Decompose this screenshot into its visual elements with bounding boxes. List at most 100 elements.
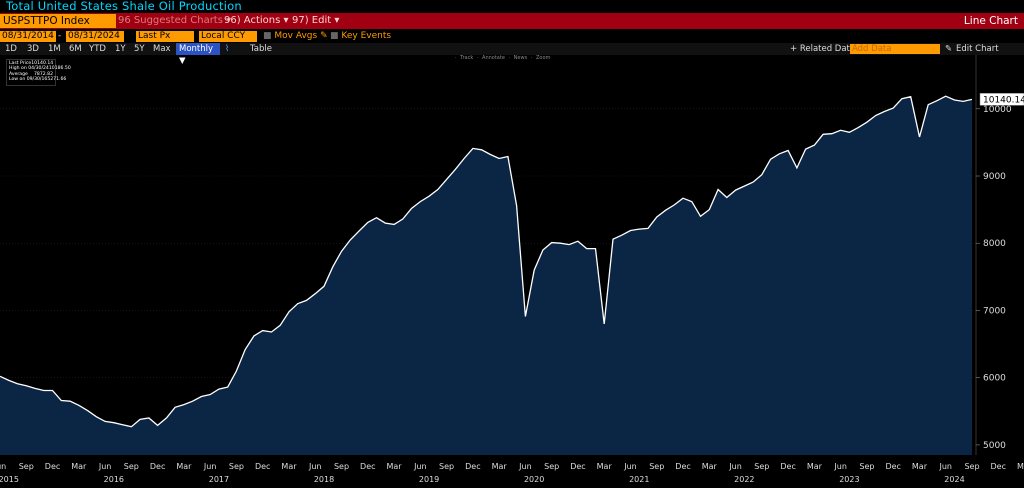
mov-avgs-toggle[interactable]: ■ Mov Avgs ✎ bbox=[263, 31, 328, 42]
x-tick-label: Dec bbox=[991, 462, 1006, 471]
x-year-label: 2022 bbox=[734, 475, 754, 484]
window-title: Total United States Shale Oil Production bbox=[6, 0, 242, 13]
range-max[interactable]: Max bbox=[153, 44, 171, 54]
y-axis: 5000 6000 7000 8000 9000 10000 bbox=[975, 55, 1012, 455]
x-year-label: 2024 bbox=[944, 475, 964, 484]
y-tick-label: 9000 bbox=[983, 172, 1006, 182]
x-year-label: 2017 bbox=[209, 475, 229, 484]
x-tick-label: Sep bbox=[754, 462, 769, 471]
key-events-toggle[interactable]: ■ Key Events bbox=[330, 31, 391, 42]
pencil-icon: ✎ bbox=[945, 44, 953, 54]
x-tick-label: Sep bbox=[19, 462, 34, 471]
x-tick-label: Mar bbox=[597, 462, 613, 471]
x-tick-label: Mar bbox=[492, 462, 508, 471]
suggested-charts-menu[interactable]: 96 Suggested Charts ▾ bbox=[118, 15, 232, 26]
x-tick-label: Jun bbox=[98, 462, 112, 471]
legend-row-last: Last Price 10140.14 bbox=[9, 61, 53, 66]
y-tick-label: 8000 bbox=[983, 239, 1006, 249]
chart-tools[interactable]: · Track · Annotate · News · Zoom bbox=[455, 55, 551, 61]
x-tick-label: Dec bbox=[150, 462, 165, 471]
legend-label: Average bbox=[9, 71, 28, 77]
x-tick-label: Mar bbox=[281, 462, 297, 471]
legend-value: 5271.66 bbox=[47, 76, 67, 82]
table-button[interactable]: Table bbox=[250, 44, 272, 54]
x-tick-label: Mar bbox=[387, 462, 403, 471]
range-1y[interactable]: 1Y bbox=[115, 44, 126, 54]
range-6m[interactable]: 6M bbox=[69, 44, 82, 54]
x-year-label: 2016 bbox=[104, 475, 124, 484]
range-5y[interactable]: 5Y bbox=[134, 44, 145, 54]
series-line bbox=[0, 95, 973, 428]
last-value-label: 10140.14 bbox=[983, 95, 1024, 105]
chart-style-icon[interactable]: ⌇ bbox=[225, 44, 230, 54]
range-ytd[interactable]: YTD bbox=[89, 44, 106, 54]
legend-value: 10140.14 bbox=[31, 61, 54, 66]
x-tick-label: Dec bbox=[780, 462, 795, 471]
x-tick-label: Jun bbox=[0, 462, 6, 471]
range-1m[interactable]: 1M bbox=[48, 44, 61, 54]
legend-value: 7872.82 bbox=[34, 71, 53, 77]
range-3d[interactable]: 3D bbox=[27, 44, 39, 54]
x-tick-label: Jun bbox=[623, 462, 637, 471]
x-tick-label: Mar bbox=[1017, 462, 1024, 471]
key-events-label: Key Events bbox=[341, 31, 392, 41]
legend-label: Low on 09/30/16 bbox=[9, 76, 48, 82]
key-events-checkbox-icon: ■ bbox=[330, 31, 339, 41]
x-tick-label: Mar bbox=[71, 462, 87, 471]
x-tick-label: Dec bbox=[465, 462, 480, 471]
pencil-icon: ✎ bbox=[320, 31, 328, 41]
x-tick-label: Sep bbox=[439, 462, 454, 471]
x-tick-label: Mar bbox=[176, 462, 192, 471]
add-data-input[interactable]: Add Data bbox=[850, 44, 940, 54]
end-date-field[interactable]: 08/31/2024 bbox=[66, 31, 124, 42]
x-tick-label: Jun bbox=[938, 462, 952, 471]
x-tick-label: Mar bbox=[807, 462, 823, 471]
mov-avgs-label: Mov Avgs bbox=[274, 31, 318, 41]
edit-chart-button[interactable]: Edit Chart bbox=[956, 44, 999, 54]
x-tick-label: Jun bbox=[833, 462, 847, 471]
frequency-dropdown[interactable]: Monthly ▼ bbox=[176, 43, 220, 66]
x-tick-label: Dec bbox=[255, 462, 270, 471]
x-tick-label: Sep bbox=[334, 462, 349, 471]
x-tick-label: Dec bbox=[45, 462, 60, 471]
legend-label: Last Price bbox=[9, 61, 32, 66]
mov-avgs-checkbox-icon: ■ bbox=[263, 31, 272, 41]
x-tick-label: Jun bbox=[203, 462, 217, 471]
title-bar: Total United States Shale Oil Production bbox=[0, 0, 1024, 13]
x-tick-label: Sep bbox=[544, 462, 559, 471]
x-year-label: 2023 bbox=[839, 475, 859, 484]
actions-menu[interactable]: 96) Actions ▾ bbox=[224, 15, 289, 26]
ticker-field[interactable]: USPSTTPO Index bbox=[0, 14, 116, 28]
legend-value: 10186.50 bbox=[48, 66, 71, 72]
legend-row-low: Low on 09/30/16 5271.66 bbox=[9, 76, 66, 82]
x-tick-label: Mar bbox=[702, 462, 718, 471]
x-year-label: 2019 bbox=[419, 475, 439, 484]
y-tick-label: 5000 bbox=[983, 441, 1006, 451]
last-value-badge: 10140.14 bbox=[979, 93, 1024, 106]
x-tick-label: Sep bbox=[649, 462, 664, 471]
x-year-label: 2018 bbox=[314, 475, 334, 484]
range-1d[interactable]: 1D bbox=[5, 44, 17, 54]
x-tick-label: Sep bbox=[229, 462, 244, 471]
x-tick-label: Dec bbox=[570, 462, 585, 471]
date-separator: - bbox=[58, 31, 62, 41]
y-tick-label: 7000 bbox=[983, 306, 1006, 316]
chart-type-label[interactable]: Line Chart bbox=[963, 15, 1018, 27]
related-data-button[interactable]: + Related Dat bbox=[790, 44, 850, 54]
legend-row-average: Average 7872.82 bbox=[9, 72, 53, 77]
start-date-field[interactable]: 08/31/2014 bbox=[0, 31, 56, 42]
x-year-label: 2021 bbox=[629, 475, 649, 484]
series-area bbox=[0, 96, 972, 455]
x-tick-label: Dec bbox=[360, 462, 375, 471]
x-year-label: 2015 bbox=[0, 475, 19, 484]
range-bar bbox=[0, 43, 1024, 55]
y-tick-label: 6000 bbox=[983, 374, 1006, 384]
x-axis: Jun Sep Dec Mar Jun Sep Dec Mar Jun Sep Dec Mar Jun S… bbox=[0, 462, 1024, 484]
field-select[interactable]: Last Px bbox=[136, 31, 194, 42]
x-tick-label: Jun bbox=[518, 462, 532, 471]
x-tick-label: Sep bbox=[859, 462, 874, 471]
currency-select[interactable]: Local CCY bbox=[199, 31, 257, 42]
x-tick-label: Jun bbox=[728, 462, 742, 471]
edit-menu[interactable]: 97) Edit ▾ bbox=[292, 15, 340, 26]
